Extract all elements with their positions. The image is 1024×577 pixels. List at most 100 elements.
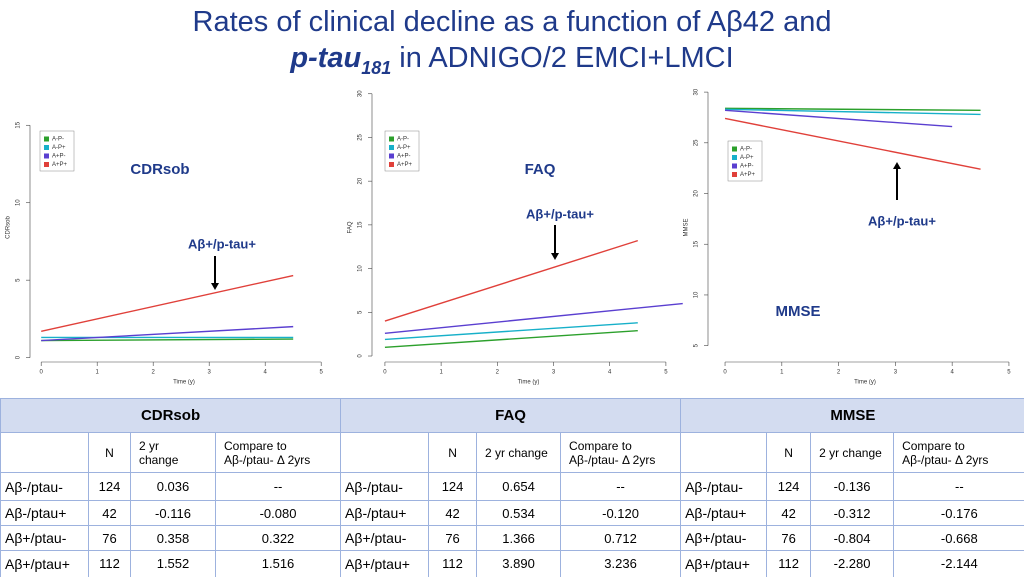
column-header: Compare to Aβ-/ptau- Δ 2yrs xyxy=(216,433,341,473)
x-tick-label: 0 xyxy=(383,370,387,376)
legend-label: A+P- xyxy=(52,154,66,160)
y-tick-label: 5 xyxy=(694,343,700,347)
blank-cell xyxy=(341,433,429,473)
legend-swatch xyxy=(44,137,49,142)
x-tick-label: 1 xyxy=(439,370,443,376)
x-tick-label: 5 xyxy=(320,370,324,376)
x-tick-label: 4 xyxy=(264,370,268,376)
y-tick-label: 5 xyxy=(358,310,364,314)
y-tick-label: 15 xyxy=(694,240,700,247)
legend-label: A-P+ xyxy=(52,145,66,151)
cell: -0.804 xyxy=(811,526,894,551)
x-tick-label: 4 xyxy=(608,370,612,376)
x-tick-label: 2 xyxy=(496,370,500,376)
row-label: Aβ-/ptau+ xyxy=(341,501,429,526)
cell: -- xyxy=(561,473,681,501)
cell: 1.552 xyxy=(131,551,216,577)
cell: 0.358 xyxy=(131,526,216,551)
x-tick-label: 1 xyxy=(780,370,784,376)
y-tick-label: 10 xyxy=(358,265,364,272)
y-tick-label: 30 xyxy=(694,88,700,95)
legend-label: A+P- xyxy=(397,154,411,160)
column-header: N xyxy=(89,433,131,473)
cell: 1.366 xyxy=(477,526,561,551)
x-tick-label: 0 xyxy=(40,370,44,376)
x-axis-title: Time (y) xyxy=(854,380,876,386)
legend-label: A-P- xyxy=(740,147,752,153)
cell: 0.534 xyxy=(477,501,561,526)
row-label: Aβ+/ptau- xyxy=(681,526,767,551)
column-header: 2 yr change xyxy=(131,433,216,473)
cell: 112 xyxy=(429,551,477,577)
legend-label: A-P- xyxy=(52,137,64,143)
cell: -0.116 xyxy=(131,501,216,526)
legend-swatch xyxy=(44,162,49,167)
chart-label: CDRsob xyxy=(130,161,189,178)
x-axis-title: Time (y) xyxy=(173,380,195,386)
cell: 0.654 xyxy=(477,473,561,501)
legend-label: A+P+ xyxy=(740,172,756,178)
legend-label: A+P+ xyxy=(52,162,68,168)
legend-swatch xyxy=(389,145,394,150)
cell: 124 xyxy=(89,473,131,501)
arrow-head xyxy=(211,283,219,290)
legend-swatch xyxy=(44,154,49,159)
row-label: Aβ-/ptau+ xyxy=(1,501,89,526)
cell: 42 xyxy=(429,501,477,526)
row-label: Aβ-/ptau- xyxy=(341,473,429,501)
row-label: Aβ-/ptau- xyxy=(1,473,89,501)
annotation: Aβ+/p-tau+ xyxy=(188,236,256,251)
cell: 1.516 xyxy=(216,551,341,577)
cell: 0.712 xyxy=(561,526,681,551)
legend-swatch xyxy=(732,155,737,160)
cell: 124 xyxy=(429,473,477,501)
arrow-head xyxy=(893,162,901,169)
cell: 76 xyxy=(89,526,131,551)
cell: -0.080 xyxy=(216,501,341,526)
y-tick-label: 20 xyxy=(694,190,700,197)
legend-swatch xyxy=(389,162,394,167)
y-tick-label: 25 xyxy=(694,139,700,146)
cell: -- xyxy=(894,473,1024,501)
y-tick-label: 5 xyxy=(16,278,22,282)
y-tick-label: 15 xyxy=(358,221,364,228)
cell: 42 xyxy=(89,501,131,526)
row-label: Aβ-/ptau- xyxy=(681,473,767,501)
cell: -2.280 xyxy=(811,551,894,577)
cell: 3.890 xyxy=(477,551,561,577)
row-label: Aβ+/ptau- xyxy=(1,526,89,551)
y-tick-label: 10 xyxy=(694,291,700,298)
legend-swatch xyxy=(44,145,49,150)
trend-line xyxy=(41,339,293,341)
annotation: Aβ+/p-tau+ xyxy=(526,206,594,221)
y-tick-label: 25 xyxy=(358,133,364,140)
trend-line xyxy=(385,304,683,334)
x-tick-label: 1 xyxy=(96,370,100,376)
cell: 124 xyxy=(767,473,811,501)
trend-line xyxy=(41,327,293,341)
row-label: Aβ-/ptau+ xyxy=(681,501,767,526)
x-tick-label: 3 xyxy=(552,370,556,376)
row-label: Aβ+/ptau+ xyxy=(341,551,429,577)
annotation: Aβ+/p-tau+ xyxy=(868,213,936,228)
cell: 112 xyxy=(767,551,811,577)
x-tick-label: 5 xyxy=(1007,370,1011,376)
group-title: FAQ xyxy=(341,399,681,433)
trend-line xyxy=(41,276,293,332)
row-label: Aβ+/ptau+ xyxy=(681,551,767,577)
x-tick-label: 4 xyxy=(950,370,954,376)
cell: 112 xyxy=(89,551,131,577)
legend-label: A-P+ xyxy=(740,155,754,161)
legend-label: A+P- xyxy=(740,164,754,170)
y-tick-label: 15 xyxy=(16,121,22,128)
legend-label: A-P- xyxy=(397,137,409,143)
cell: 0.036 xyxy=(131,473,216,501)
cell: -0.312 xyxy=(811,501,894,526)
y-tick-label: 0 xyxy=(16,355,22,359)
